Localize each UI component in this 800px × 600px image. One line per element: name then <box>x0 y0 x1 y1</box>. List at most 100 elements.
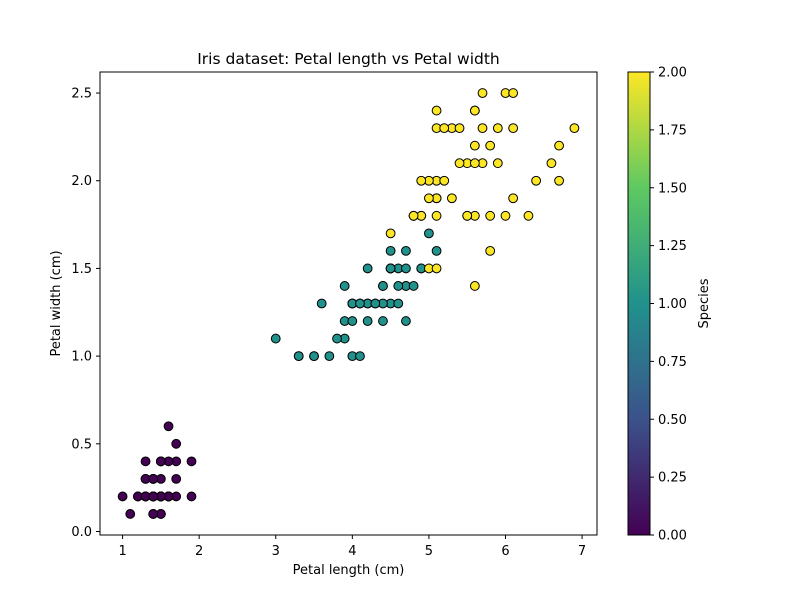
data-point <box>347 316 358 326</box>
data-point <box>439 175 450 186</box>
x-tick-label: 3 <box>272 544 280 559</box>
data-point <box>446 193 457 204</box>
plot-frame <box>99 71 598 536</box>
colorbar-tick-label: 1.25 <box>658 239 687 254</box>
data-point <box>424 228 434 239</box>
data-point <box>431 210 442 221</box>
data-point <box>148 509 159 519</box>
data-point <box>492 158 503 169</box>
colorbar: 0.00 0.25 0.50 0.75 1.00 1.25 1.50 1.75 2.00 Spe… <box>627 66 712 544</box>
data-point <box>469 105 480 116</box>
x-axis-label: Petal length (cm) <box>293 563 405 578</box>
data-point <box>270 333 281 344</box>
data-point <box>186 491 197 502</box>
y-tick-label: 2.5 <box>71 87 92 102</box>
colorbar-tick-label: 0.75 <box>658 355 687 370</box>
y-axis-ticks: 0.0 0.5 1.0 1.5 2.0 2.5 <box>71 87 100 540</box>
colorbar-tick-label: 1.75 <box>658 123 687 138</box>
data-point <box>492 123 503 134</box>
data-point <box>508 88 519 98</box>
data-point <box>401 245 411 256</box>
data-point <box>309 351 319 362</box>
data-point <box>431 245 442 256</box>
colorbar-tick-label: 2.00 <box>658 66 687 81</box>
data-point <box>408 281 419 291</box>
y-tick-label: 2.0 <box>71 174 92 189</box>
data-point <box>186 456 197 467</box>
data-point <box>454 158 465 169</box>
data-point <box>370 298 381 309</box>
data-point <box>439 123 450 134</box>
y-tick-label: 0.5 <box>71 437 92 452</box>
data-point <box>163 421 174 432</box>
data-point <box>332 333 342 344</box>
x-tick-label: 2 <box>195 544 203 559</box>
data-point <box>462 210 473 221</box>
colorbar-tick-label: 0.25 <box>658 471 687 486</box>
colorbar-tick-label: 0.50 <box>658 413 687 428</box>
data-point <box>339 281 350 291</box>
data-point <box>316 298 327 309</box>
data-point <box>385 228 396 239</box>
x-tick-label: 5 <box>425 544 433 559</box>
y-tick-label: 1.5 <box>71 262 92 277</box>
data-point <box>431 105 442 116</box>
data-point <box>523 210 534 221</box>
data-point <box>385 245 396 256</box>
data-point <box>362 263 373 274</box>
data-point <box>477 88 488 98</box>
y-tick-label: 1.0 <box>71 350 92 365</box>
data-point <box>546 158 557 169</box>
data-point <box>469 158 480 169</box>
data-point <box>401 263 411 274</box>
data-point <box>362 316 373 326</box>
colorbar-tick-label: 0.00 <box>658 529 687 544</box>
x-tick-label: 7 <box>578 544 586 559</box>
data-point <box>148 491 159 502</box>
data-point <box>485 245 496 256</box>
data-point <box>554 140 564 151</box>
data-point <box>355 298 365 309</box>
data-point <box>485 210 496 221</box>
plot-area: 1 2 3 4 5 6 7 0.0 0.5 1.0 1.5 2.0 2.5 <box>71 71 598 559</box>
data-point <box>385 263 396 274</box>
data-point <box>469 140 480 151</box>
data-point <box>485 140 496 151</box>
data-point <box>293 351 304 362</box>
data-point <box>454 123 465 134</box>
data-point <box>148 473 159 484</box>
data-point <box>401 316 411 326</box>
data-point <box>378 281 388 291</box>
data-point <box>171 438 182 449</box>
data-point <box>416 175 427 186</box>
data-point <box>378 316 388 326</box>
data-point <box>554 175 564 186</box>
x-tick-label: 1 <box>118 544 126 559</box>
data-point <box>531 175 542 186</box>
y-axis-label: Petal width (cm) <box>49 250 64 356</box>
data-point <box>500 210 511 221</box>
data-point <box>424 193 434 204</box>
data-point <box>508 193 519 204</box>
y-tick-label: 0.0 <box>71 525 92 540</box>
x-tick-label: 6 <box>501 544 509 559</box>
data-point <box>140 456 151 467</box>
colorbar-label: Species <box>697 278 712 328</box>
data-point <box>569 123 580 134</box>
x-tick-label: 4 <box>348 544 356 559</box>
data-point <box>469 281 480 291</box>
data-point <box>125 509 136 519</box>
data-point <box>393 298 404 309</box>
data-point <box>324 351 335 362</box>
data-point <box>508 123 519 134</box>
data-point <box>155 456 166 467</box>
data-point <box>117 491 128 502</box>
colorbar-tick-label: 1.00 <box>658 297 687 312</box>
chart-title: Iris dataset: Petal length vs Petal widt… <box>197 50 500 68</box>
colorbar-gradient <box>628 72 650 535</box>
colorbar-tick-label: 1.50 <box>658 181 687 196</box>
colorbar-ticks: 0.00 0.25 0.50 0.75 1.00 1.25 1.50 1.75 2.00 <box>650 66 687 544</box>
data-point <box>171 473 182 484</box>
data-point <box>477 123 488 134</box>
